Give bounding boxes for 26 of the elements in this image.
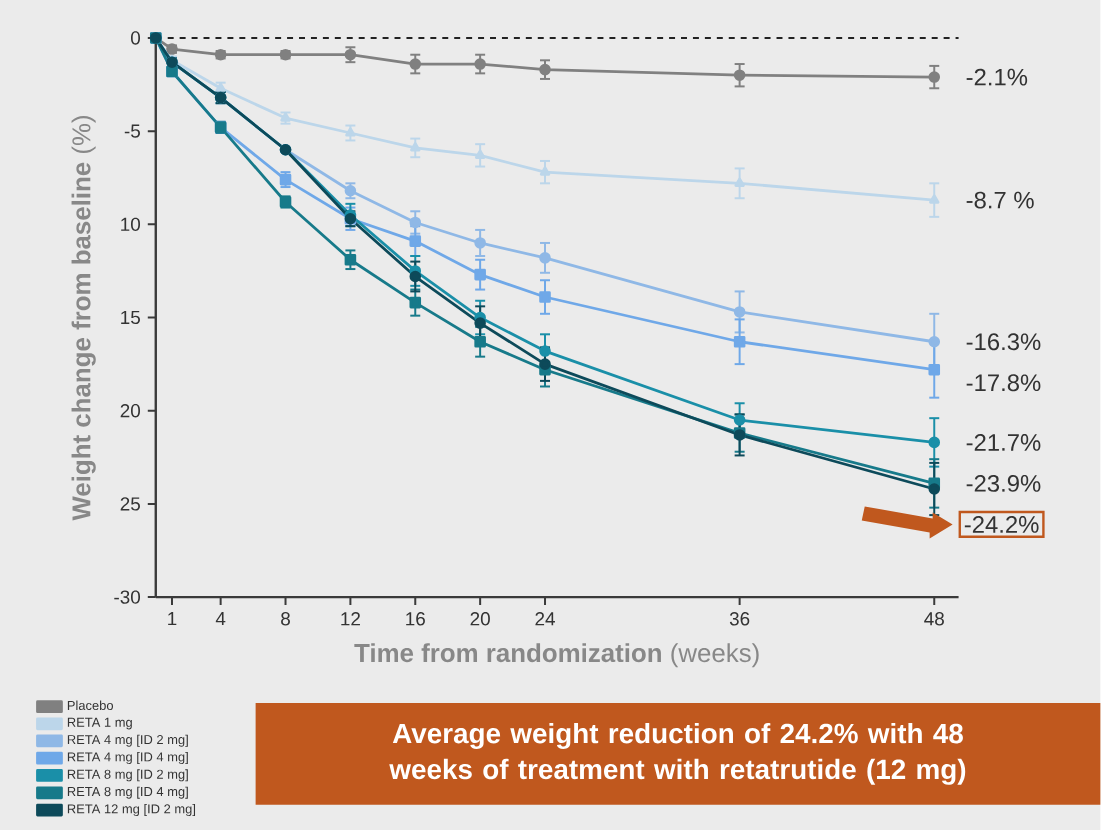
data-label: -17.8% xyxy=(966,373,1041,391)
y-tick-label: -30 xyxy=(114,590,141,604)
x-tick-label: 16 xyxy=(406,611,425,626)
data-label: -24.2% xyxy=(964,515,1039,533)
y-tick-label: 25 xyxy=(120,496,140,511)
y-tick-label: 10 xyxy=(121,217,141,231)
text: Average weight reduction of 24.2% with 48 weeks of treatment with retatrutide (12 mg) xyxy=(389,722,966,785)
x-tick-label: 4 xyxy=(215,611,226,625)
data-label: -2.1% xyxy=(966,68,1028,86)
y-tick-label: 15 xyxy=(121,310,140,324)
x-tick-label: 24 xyxy=(535,611,555,625)
y-tick-label: 0 xyxy=(130,30,141,45)
y-tick-label: -5 xyxy=(124,124,140,138)
y-axis-title: Weight change from baseline (%) xyxy=(71,115,96,521)
data-label: -16.3% xyxy=(966,332,1041,350)
x-tick-label: 8 xyxy=(281,611,290,626)
data-label: -23.9% xyxy=(966,474,1041,492)
x-tick-label: 48 xyxy=(924,611,944,626)
data-label: -8.7 % xyxy=(966,191,1034,209)
x-tick-label: 1 xyxy=(168,611,177,625)
y-tick-label: 20 xyxy=(120,403,141,418)
x-axis-title: Time from randomization (weeks) xyxy=(354,642,759,667)
x-tick-label: 20 xyxy=(470,611,490,626)
x-tick-label: 12 xyxy=(341,611,360,625)
data-label: -21.7% xyxy=(966,433,1041,451)
x-tick-label: 36 xyxy=(729,611,750,626)
